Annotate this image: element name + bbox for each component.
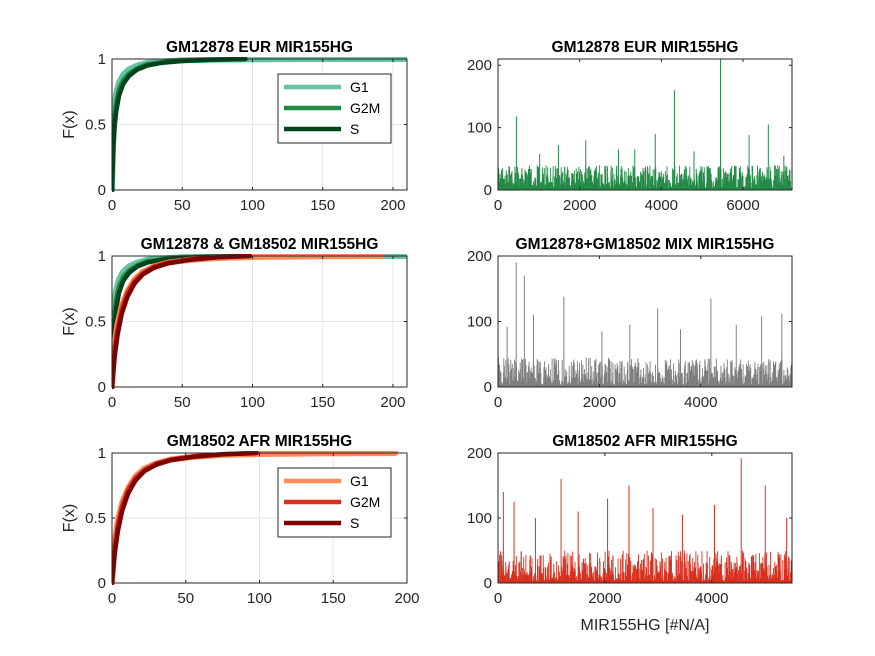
cdf-line-series-6 <box>112 254 252 389</box>
x-tick-label: 2000 <box>588 590 621 607</box>
x-tick-label: 4000 <box>645 197 678 214</box>
y-tick-label: 0 <box>484 182 492 199</box>
x-tick-label: 0 <box>494 590 502 607</box>
x-tick-label: 150 <box>321 590 346 607</box>
cdf-line-s <box>112 451 259 585</box>
legend-label: G2M <box>350 100 380 116</box>
chart-title: GM12878+GM18502 MIX MIR155HG <box>516 236 775 253</box>
chart-title: GM12878 EUR MIR155HG <box>166 39 353 56</box>
y-tick-label: 100 <box>467 120 492 137</box>
y-tick-label: 0 <box>98 379 106 396</box>
legend-label: S <box>350 121 359 137</box>
y-tick-label: 0.5 <box>85 314 106 331</box>
legend-label: G2M <box>350 494 380 510</box>
x-tick-label: 100 <box>240 197 265 214</box>
x-axis-label: MIR155HG [#N/A] <box>581 617 710 634</box>
chart-panel-6: 0 2000 4000 0 100 200 GM18502 AFR MIR155HG MIR1… <box>467 433 793 634</box>
y-axis-label: F(x) <box>61 110 78 138</box>
x-tick-label: 200 <box>380 197 405 214</box>
x-tick-label: 150 <box>310 197 335 214</box>
y-tick-label: 0 <box>98 575 106 592</box>
y-tick-label: 0 <box>484 575 492 592</box>
baseline-band <box>498 384 792 387</box>
y-tick-label: 200 <box>467 248 492 265</box>
chart-panel-4: 0 2000 4000 0 100 200 GM12878+GM18502 MIX MIR1… <box>467 236 793 411</box>
data-layer <box>112 254 407 389</box>
legend-label: G1 <box>350 473 369 489</box>
x-tick-label: 0 <box>108 394 116 411</box>
chart-panel-3: 0 50 100 150 200 0 0.5 1 GM12878 & GM18502 MIR15… <box>61 236 408 411</box>
chart-panel-5: 0 50 100 150 200 0 0.5 1 GM18502 AFR MIR155HG F(x… <box>61 433 420 607</box>
chart-title: GM18502 AFR MIR155HG <box>167 433 353 450</box>
chart-panel-2: 0 2000 4000 6000 0 100 200 GM12878 EUR MIR155HG <box>467 39 793 214</box>
x-tick-label: 4000 <box>695 590 728 607</box>
y-tick-label: 0 <box>98 182 106 199</box>
axes-box <box>497 58 793 191</box>
baseline-band <box>498 187 792 190</box>
chart-title: GM18502 AFR MIR155HG <box>552 433 738 450</box>
x-tick-label: 0 <box>108 197 116 214</box>
legend: G1 G2M S <box>277 73 392 144</box>
legend: G1 G2M S <box>277 467 392 538</box>
y-tick-label: 100 <box>467 510 492 527</box>
chart-panel-1: 0 50 100 150 200 0 0.5 1 GM12878 EUR MIR155HG F(x… <box>61 39 408 214</box>
x-tick-label: 50 <box>174 197 191 214</box>
x-tick-label: 0 <box>494 394 502 411</box>
x-tick-label: 2000 <box>563 197 596 214</box>
y-tick-label: 0 <box>484 379 492 396</box>
x-tick-label: 150 <box>310 394 335 411</box>
data-layer <box>112 451 399 585</box>
x-tick-label: 200 <box>394 590 419 607</box>
x-tick-label: 200 <box>380 394 405 411</box>
plot-area <box>498 453 792 583</box>
x-tick-label: 50 <box>177 590 194 607</box>
y-tick-label: 0.5 <box>85 117 106 134</box>
x-tick-label: 100 <box>247 590 272 607</box>
y-tick-label: 1 <box>98 445 106 462</box>
y-tick-label: 1 <box>98 248 106 265</box>
baseline-band <box>498 580 792 583</box>
y-tick-label: 1 <box>98 51 106 68</box>
x-tick-label: 50 <box>174 394 191 411</box>
y-tick-label: 200 <box>467 57 492 74</box>
x-tick-label: 2000 <box>583 394 616 411</box>
y-axis-label: F(x) <box>61 307 78 335</box>
chart-title: GM12878 EUR MIR155HG <box>552 39 739 56</box>
x-tick-label: 6000 <box>726 197 759 214</box>
x-tick-label: 4000 <box>684 394 717 411</box>
x-tick-label: 0 <box>494 197 502 214</box>
y-tick-label: 100 <box>467 314 492 331</box>
y-tick-label: 0.5 <box>85 510 106 527</box>
legend-label: S <box>350 515 359 531</box>
y-tick-label: 200 <box>467 445 492 462</box>
data-layer <box>498 262 792 387</box>
chart-title: GM12878 & GM18502 MIR155HG <box>141 236 379 253</box>
x-tick-label: 100 <box>240 394 265 411</box>
legend-label: G1 <box>350 79 369 95</box>
x-tick-label: 0 <box>108 590 116 607</box>
data-layer <box>498 458 792 583</box>
y-axis-label: F(x) <box>61 504 78 532</box>
